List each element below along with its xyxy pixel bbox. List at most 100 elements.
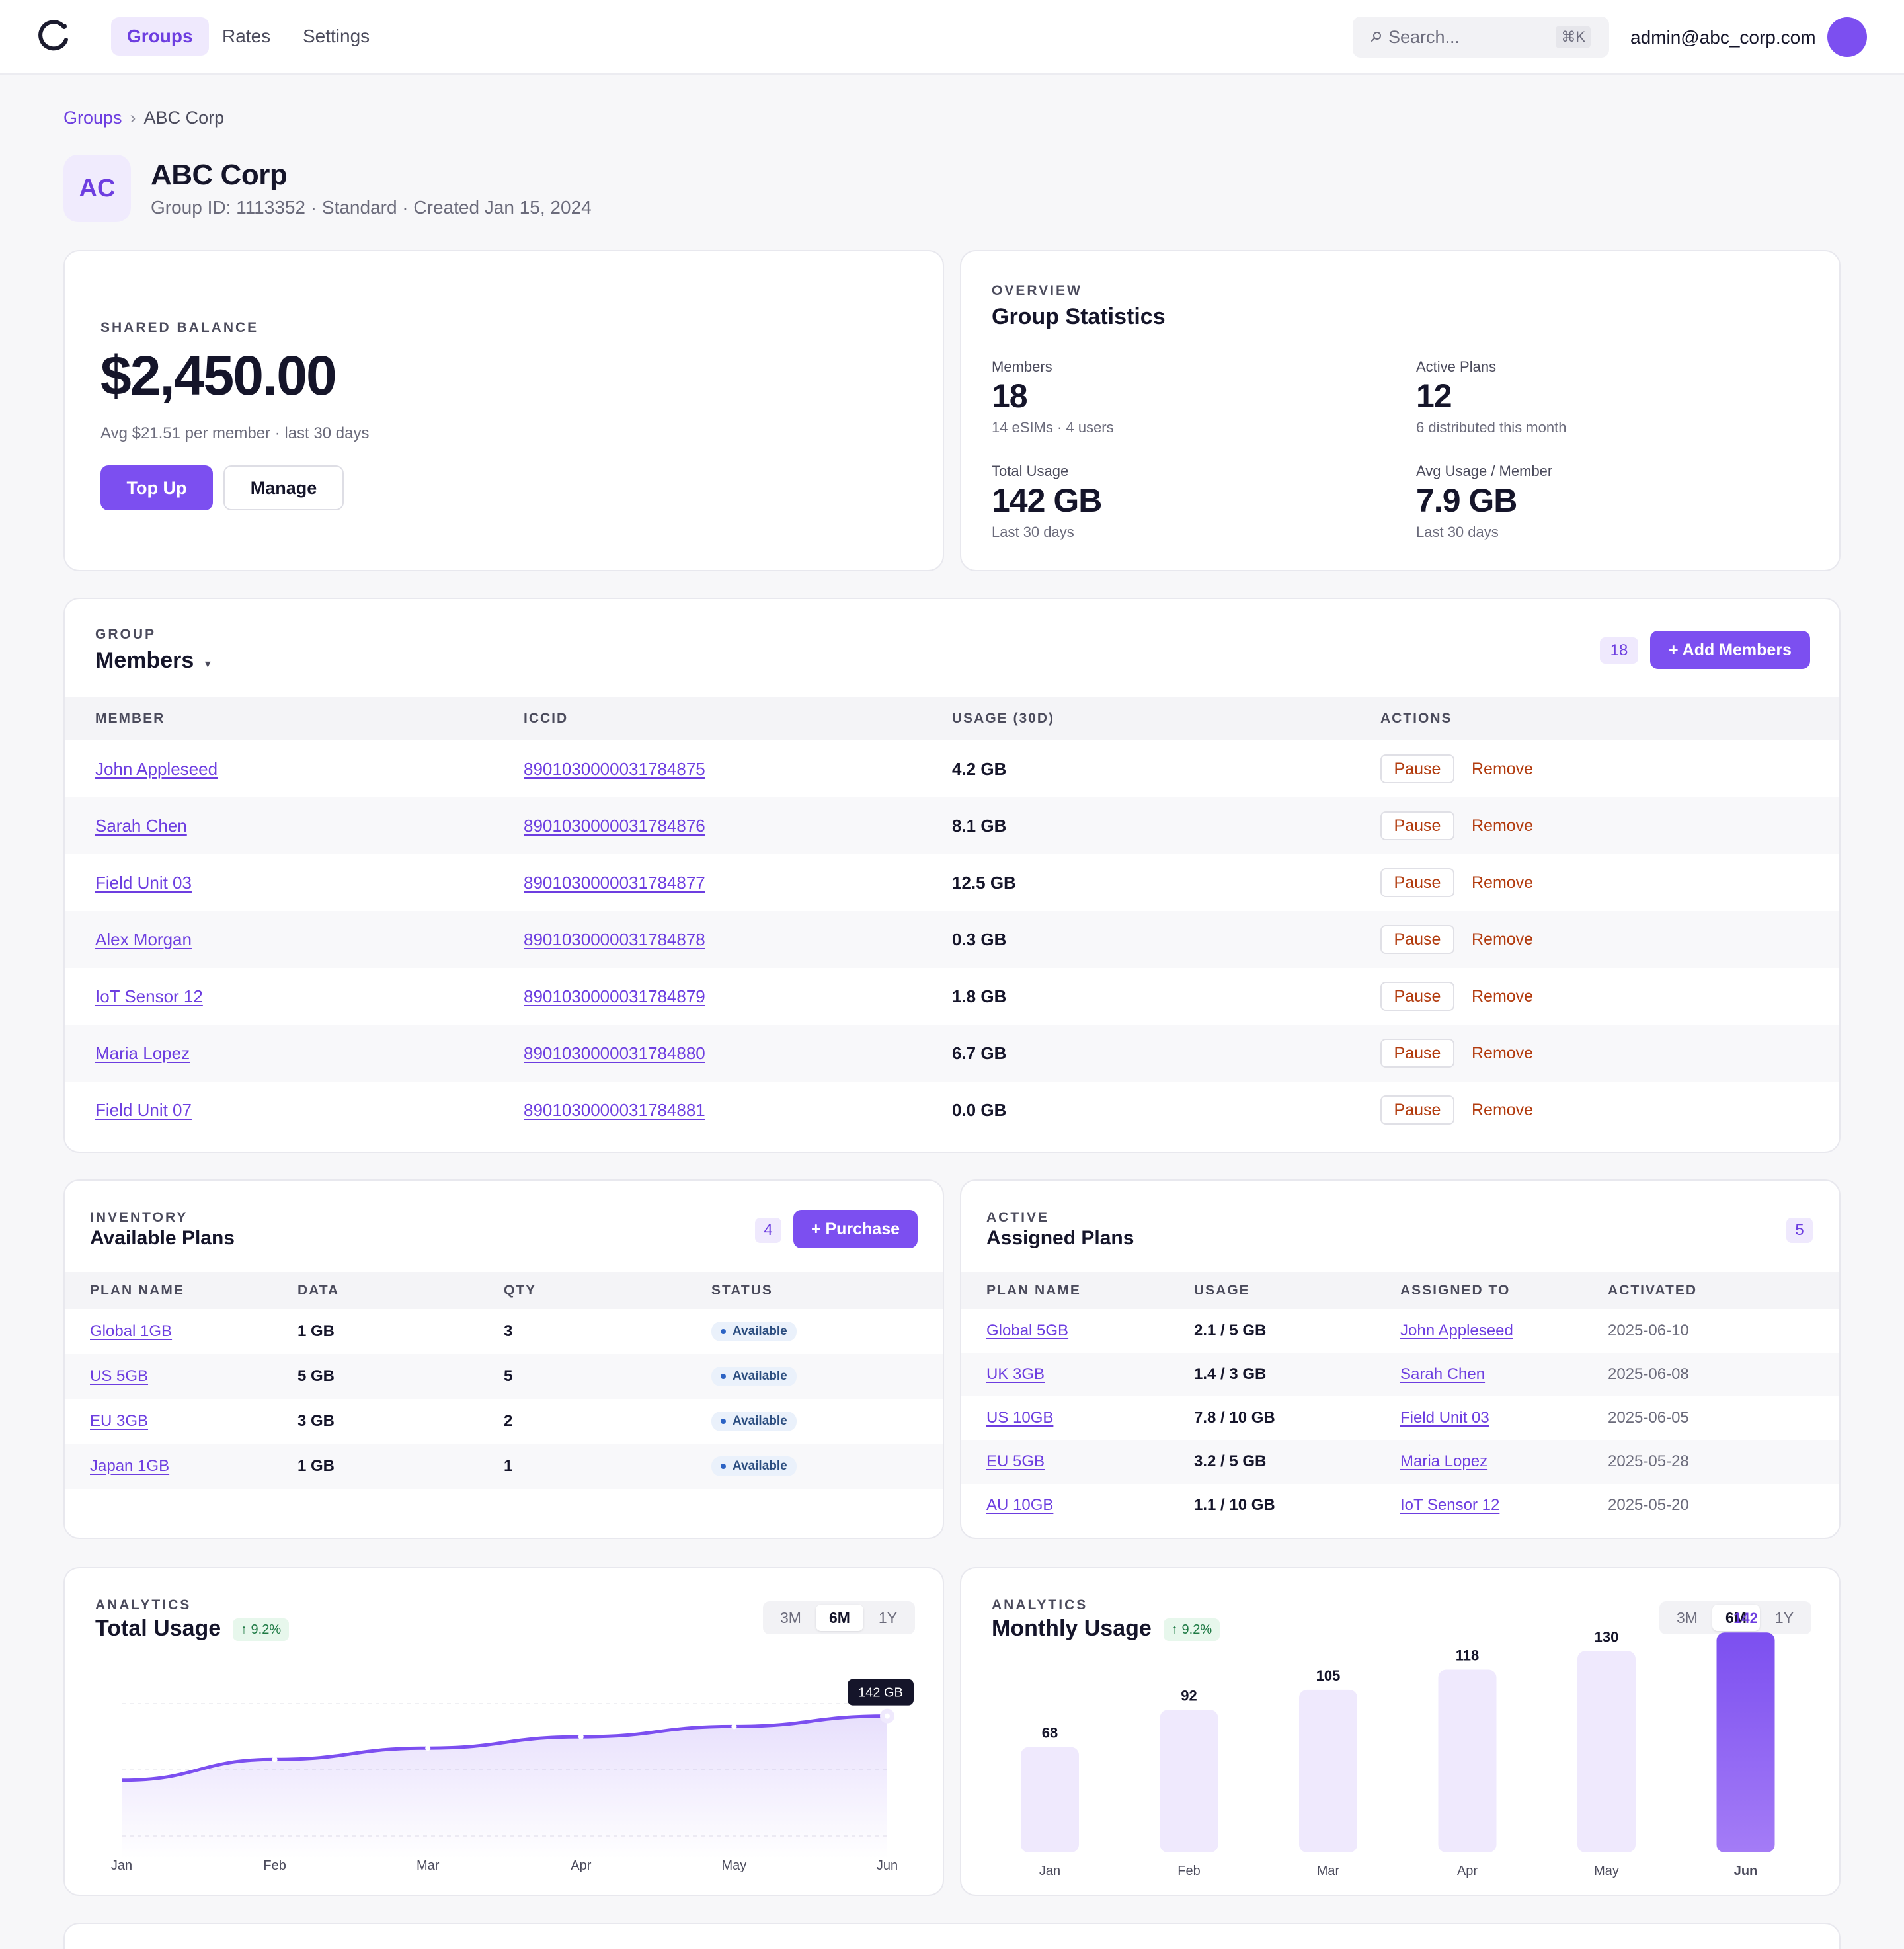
column-header-qty: QTY bbox=[504, 1283, 537, 1298]
data-point[interactable] bbox=[885, 1713, 890, 1719]
bar[interactable] bbox=[1716, 1632, 1775, 1852]
usage-value: 12.5 GB bbox=[952, 873, 1016, 893]
manage-button[interactable]: Manage bbox=[223, 465, 344, 510]
remove-button[interactable]: Remove bbox=[1472, 816, 1534, 835]
pause-button[interactable]: Pause bbox=[1380, 754, 1454, 783]
plan-name-link[interactable]: AU 10GB bbox=[986, 1496, 1054, 1514]
search-placeholder: Search... bbox=[1388, 27, 1460, 47]
group-subtitle: Group ID: 1113352 · Standard · Created J… bbox=[151, 197, 592, 218]
assigned-member-link[interactable]: Maria Lopez bbox=[1400, 1452, 1488, 1470]
usage-value: 8.1 GB bbox=[952, 816, 1007, 836]
iccid-link[interactable]: 8901030000031784876 bbox=[524, 816, 705, 836]
member-name-link[interactable]: IoT Sensor 12 bbox=[95, 986, 203, 1006]
bar[interactable] bbox=[1438, 1669, 1497, 1852]
assigned-member-link[interactable]: John Appleseed bbox=[1400, 1322, 1513, 1339]
pause-button[interactable]: Pause bbox=[1380, 868, 1454, 897]
remove-button[interactable]: Remove bbox=[1472, 1044, 1534, 1062]
iccid-link[interactable]: 8901030000031784878 bbox=[524, 930, 705, 949]
range-3m-button[interactable]: 3M bbox=[780, 1609, 801, 1626]
plan-name-link[interactable]: Japan 1GB bbox=[90, 1457, 170, 1475]
iccid-link[interactable]: 8901030000031784880 bbox=[524, 1043, 705, 1063]
assigned-member-link[interactable]: Sarah Chen bbox=[1400, 1365, 1486, 1383]
range-1y-button[interactable]: 1Y bbox=[1774, 1609, 1794, 1626]
x-tick-label: Jan bbox=[111, 1858, 132, 1873]
iccid-link[interactable]: 8901030000031784877 bbox=[524, 873, 705, 893]
iccid-link[interactable]: 8901030000031784881 bbox=[524, 1100, 705, 1120]
member-name-link[interactable]: Field Unit 07 bbox=[95, 1100, 192, 1120]
plan-name-link[interactable]: UK 3GB bbox=[986, 1365, 1045, 1383]
bar[interactable] bbox=[1577, 1651, 1636, 1852]
plan-name-link[interactable]: Global 1GB bbox=[90, 1322, 173, 1340]
pause-button[interactable]: Pause bbox=[1380, 811, 1454, 840]
range-6m-button[interactable]: 6M bbox=[1712, 1605, 1760, 1631]
remove-button[interactable]: Remove bbox=[1472, 987, 1534, 1006]
stat-members-sub: 14 eSIMs · 4 users bbox=[992, 419, 1114, 436]
bar[interactable] bbox=[1160, 1710, 1218, 1852]
members-title-dropdown[interactable]: Members ▾ bbox=[95, 648, 211, 674]
remove-button[interactable]: Remove bbox=[1472, 873, 1534, 892]
status-dot-icon bbox=[721, 1464, 726, 1469]
bar[interactable] bbox=[1299, 1689, 1357, 1852]
add-members-button[interactable]: + Add Members bbox=[1650, 631, 1810, 669]
next-section-card bbox=[63, 1923, 1841, 1949]
stat-active-plans-value: 12 bbox=[1416, 378, 1452, 415]
plan-name-link[interactable]: Global 5GB bbox=[986, 1322, 1069, 1339]
table-row: AU 10GB 1.1 / 10 GB IoT Sensor 12 2025-05-2… bbox=[961, 1484, 1839, 1527]
table-row: Field Unit 07 8901030000031784881 0.0 GB Pa… bbox=[65, 1082, 1839, 1138]
purchase-button[interactable]: + Purchase bbox=[793, 1210, 918, 1248]
assigned-member-link[interactable]: IoT Sensor 12 bbox=[1400, 1496, 1500, 1514]
remove-button[interactable]: Remove bbox=[1472, 930, 1534, 949]
data-point[interactable] bbox=[578, 1734, 584, 1740]
pause-button[interactable]: Pause bbox=[1380, 1095, 1454, 1125]
plan-data-value: 1 GB bbox=[298, 1457, 335, 1475]
bar-value-label: 68 bbox=[1042, 1725, 1058, 1741]
plan-name-link[interactable]: US 5GB bbox=[90, 1367, 149, 1385]
remove-button[interactable]: Remove bbox=[1472, 1101, 1534, 1119]
plan-usage-value: 7.8 / 10 GB bbox=[1194, 1409, 1275, 1427]
table-row: Alex Morgan 8901030000031784878 0.3 GB Paus… bbox=[65, 911, 1839, 968]
pause-button[interactable]: Pause bbox=[1380, 925, 1454, 954]
table-row: Global 1GB 1 GB 3 Available bbox=[65, 1309, 943, 1354]
plan-usage-value: 3.2 / 5 GB bbox=[1194, 1452, 1267, 1470]
iccid-link[interactable]: 8901030000031784879 bbox=[524, 986, 705, 1006]
members-eyebrow: GROUP bbox=[95, 627, 157, 642]
breadcrumb: Groups › ABC Corp bbox=[63, 106, 224, 130]
user-email[interactable]: admin@abc_corp.com bbox=[1630, 27, 1816, 48]
data-point[interactable] bbox=[731, 1724, 737, 1730]
monthly-usage-bar-chart: 68 Jan 92 Feb 105 Mar 118 Apr 130 May 142 Jun bbox=[1021, 1610, 1775, 1878]
app-logo-icon[interactable] bbox=[36, 19, 73, 56]
shared-balance-card: SHARED BALANCE $2,450.00 Avg $21.51 per … bbox=[63, 250, 944, 571]
nav-rates[interactable]: Rates bbox=[222, 26, 271, 46]
range-3m-button[interactable]: 3M bbox=[1677, 1609, 1698, 1626]
member-name-link[interactable]: John Appleseed bbox=[95, 759, 218, 779]
plan-name-link[interactable]: EU 5GB bbox=[986, 1452, 1045, 1470]
x-tick-label: Jun bbox=[877, 1858, 898, 1873]
member-name-link[interactable]: Field Unit 03 bbox=[95, 873, 192, 893]
members-title: Members bbox=[95, 648, 194, 673]
status-label: Available bbox=[733, 1369, 787, 1383]
remove-button[interactable]: Remove bbox=[1472, 760, 1534, 778]
range-6m-button[interactable]: 6M bbox=[816, 1605, 863, 1631]
member-name-link[interactable]: Sarah Chen bbox=[95, 816, 187, 836]
pause-button[interactable]: Pause bbox=[1380, 1039, 1454, 1068]
user-avatar[interactable] bbox=[1827, 17, 1867, 57]
range-1y-button[interactable]: 1Y bbox=[878, 1609, 898, 1626]
plan-name-link[interactable]: EU 3GB bbox=[90, 1412, 149, 1430]
data-point[interactable] bbox=[425, 1745, 431, 1751]
breadcrumb-groups-link[interactable]: Groups bbox=[63, 108, 122, 128]
top-up-button[interactable]: Top Up bbox=[100, 465, 213, 510]
member-name-link[interactable]: Alex Morgan bbox=[95, 930, 192, 949]
stat-active-plans-label: Active Plans bbox=[1416, 358, 1497, 375]
member-name-link[interactable]: Maria Lopez bbox=[95, 1043, 190, 1063]
nav-settings[interactable]: Settings bbox=[303, 26, 370, 46]
bar[interactable] bbox=[1021, 1747, 1079, 1852]
pause-button[interactable]: Pause bbox=[1380, 982, 1454, 1011]
data-point[interactable] bbox=[272, 1757, 278, 1763]
plan-name-link[interactable]: US 10GB bbox=[986, 1409, 1054, 1427]
search-input[interactable]: Search... ⌘K bbox=[1353, 17, 1609, 58]
nav-groups[interactable]: Groups bbox=[111, 17, 209, 56]
iccid-link[interactable]: 8901030000031784875 bbox=[524, 759, 705, 779]
assigned-member-link[interactable]: Field Unit 03 bbox=[1400, 1409, 1489, 1427]
search-icon bbox=[1371, 32, 1381, 42]
breadcrumb-separator: › bbox=[130, 108, 136, 128]
